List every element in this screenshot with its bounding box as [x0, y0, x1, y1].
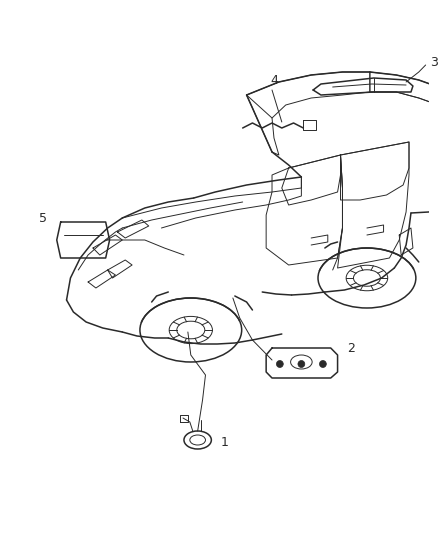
Text: 5: 5 — [39, 212, 47, 224]
Text: 4: 4 — [270, 74, 278, 86]
Circle shape — [298, 360, 305, 367]
Circle shape — [319, 360, 326, 367]
Text: 2: 2 — [347, 342, 355, 354]
Circle shape — [276, 360, 283, 367]
Text: 1: 1 — [221, 435, 229, 448]
Text: 3: 3 — [431, 55, 438, 69]
